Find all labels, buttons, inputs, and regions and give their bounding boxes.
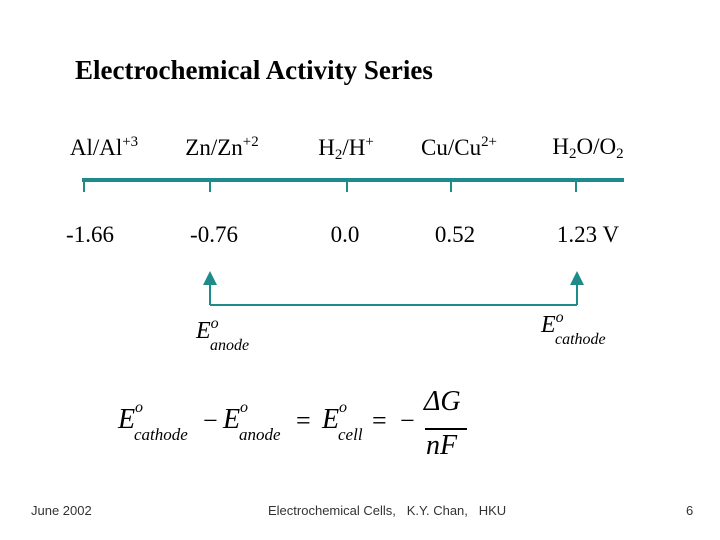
eq-equals-2: = <box>372 406 387 435</box>
couple-h2o: H2O/O2 <box>552 134 623 163</box>
potential-cu: 0.52 <box>434 222 476 247</box>
couple-h: H2/H+ <box>318 134 374 164</box>
eq-numerator: ΔG <box>424 386 461 417</box>
eq-e-cathode-superscript: o <box>135 399 143 416</box>
couple-h-tail: /H <box>342 135 366 160</box>
eq-fraction-bar <box>425 428 467 430</box>
footer-center: Electrochemical Cells, K.Y. Chan, HKU <box>268 503 507 518</box>
eq-cell-subscript: cell <box>338 425 363 444</box>
couple-cu-charge: 2+ <box>481 134 497 150</box>
couple-zn-charge: +2 <box>242 134 259 150</box>
potential-h2o: 1.23 V <box>556 222 620 247</box>
potential-al: -1.66 <box>66 222 114 247</box>
e-anode-subscript: anode <box>210 337 250 354</box>
couple-h2o-tail: O/O <box>576 134 617 159</box>
couple-h2o-base: H <box>552 134 570 159</box>
couple-cu-base: Cu/Cu <box>421 135 482 160</box>
couple-zn-base: Zn/Zn <box>185 135 243 160</box>
eq-minus-2: − <box>400 406 415 435</box>
couple-h2o-subscript: 2 <box>569 146 577 162</box>
e-cathode-subscript: cathode <box>555 331 606 348</box>
footer-date: June 2002 <box>31 503 92 518</box>
e-anode-symbol: E <box>196 318 211 344</box>
couple-h-subscript: 2 <box>334 147 343 163</box>
potential-h: 0.0 <box>330 222 360 247</box>
couple-h2o-subscript-2: 2 <box>616 146 624 162</box>
couple-al: Al/Al+3 <box>70 134 138 161</box>
eq-equals-1: = <box>296 406 311 435</box>
tick-cu <box>450 182 452 192</box>
tick-h <box>346 182 348 192</box>
slide-title: Electrochemical Activity Series <box>75 55 433 85</box>
eq-e-cell-superscript: o <box>339 399 347 416</box>
e-anode-superscript: o <box>210 315 219 332</box>
eq-e-anode-superscript: o <box>240 399 248 416</box>
footer-page-number: 6 <box>686 503 694 518</box>
e-cathode-label: Eo cathode <box>541 309 606 348</box>
eq-e-cathode: E <box>118 404 136 435</box>
couple-zn: Zn/Zn+2 <box>185 134 258 161</box>
eq-minus-1: − <box>203 406 218 435</box>
tick-al <box>83 182 85 192</box>
potential-zn: -0.76 <box>190 222 238 247</box>
eq-e-anode: E <box>223 404 241 435</box>
couple-al-base: Al/Al <box>69 135 123 160</box>
e-cathode-symbol: E <box>541 312 556 338</box>
e-anode-label: Eo anode <box>196 315 249 354</box>
couple-al-charge: +3 <box>122 134 139 150</box>
couple-h-base: H <box>318 135 335 160</box>
potential-axis <box>82 178 624 182</box>
couple-h-charge: + <box>365 134 374 150</box>
eq-e-cell: E <box>322 404 340 435</box>
eq-denominator: nF <box>426 430 458 461</box>
tick-h2o <box>575 182 577 192</box>
eq-anode-subscript: anode <box>239 425 281 444</box>
couple-cu: Cu/Cu2+ <box>421 134 497 161</box>
e-cathode-superscript: o <box>555 309 564 326</box>
eq-cathode-subscript: cathode <box>134 425 188 444</box>
tick-zn <box>209 182 211 192</box>
